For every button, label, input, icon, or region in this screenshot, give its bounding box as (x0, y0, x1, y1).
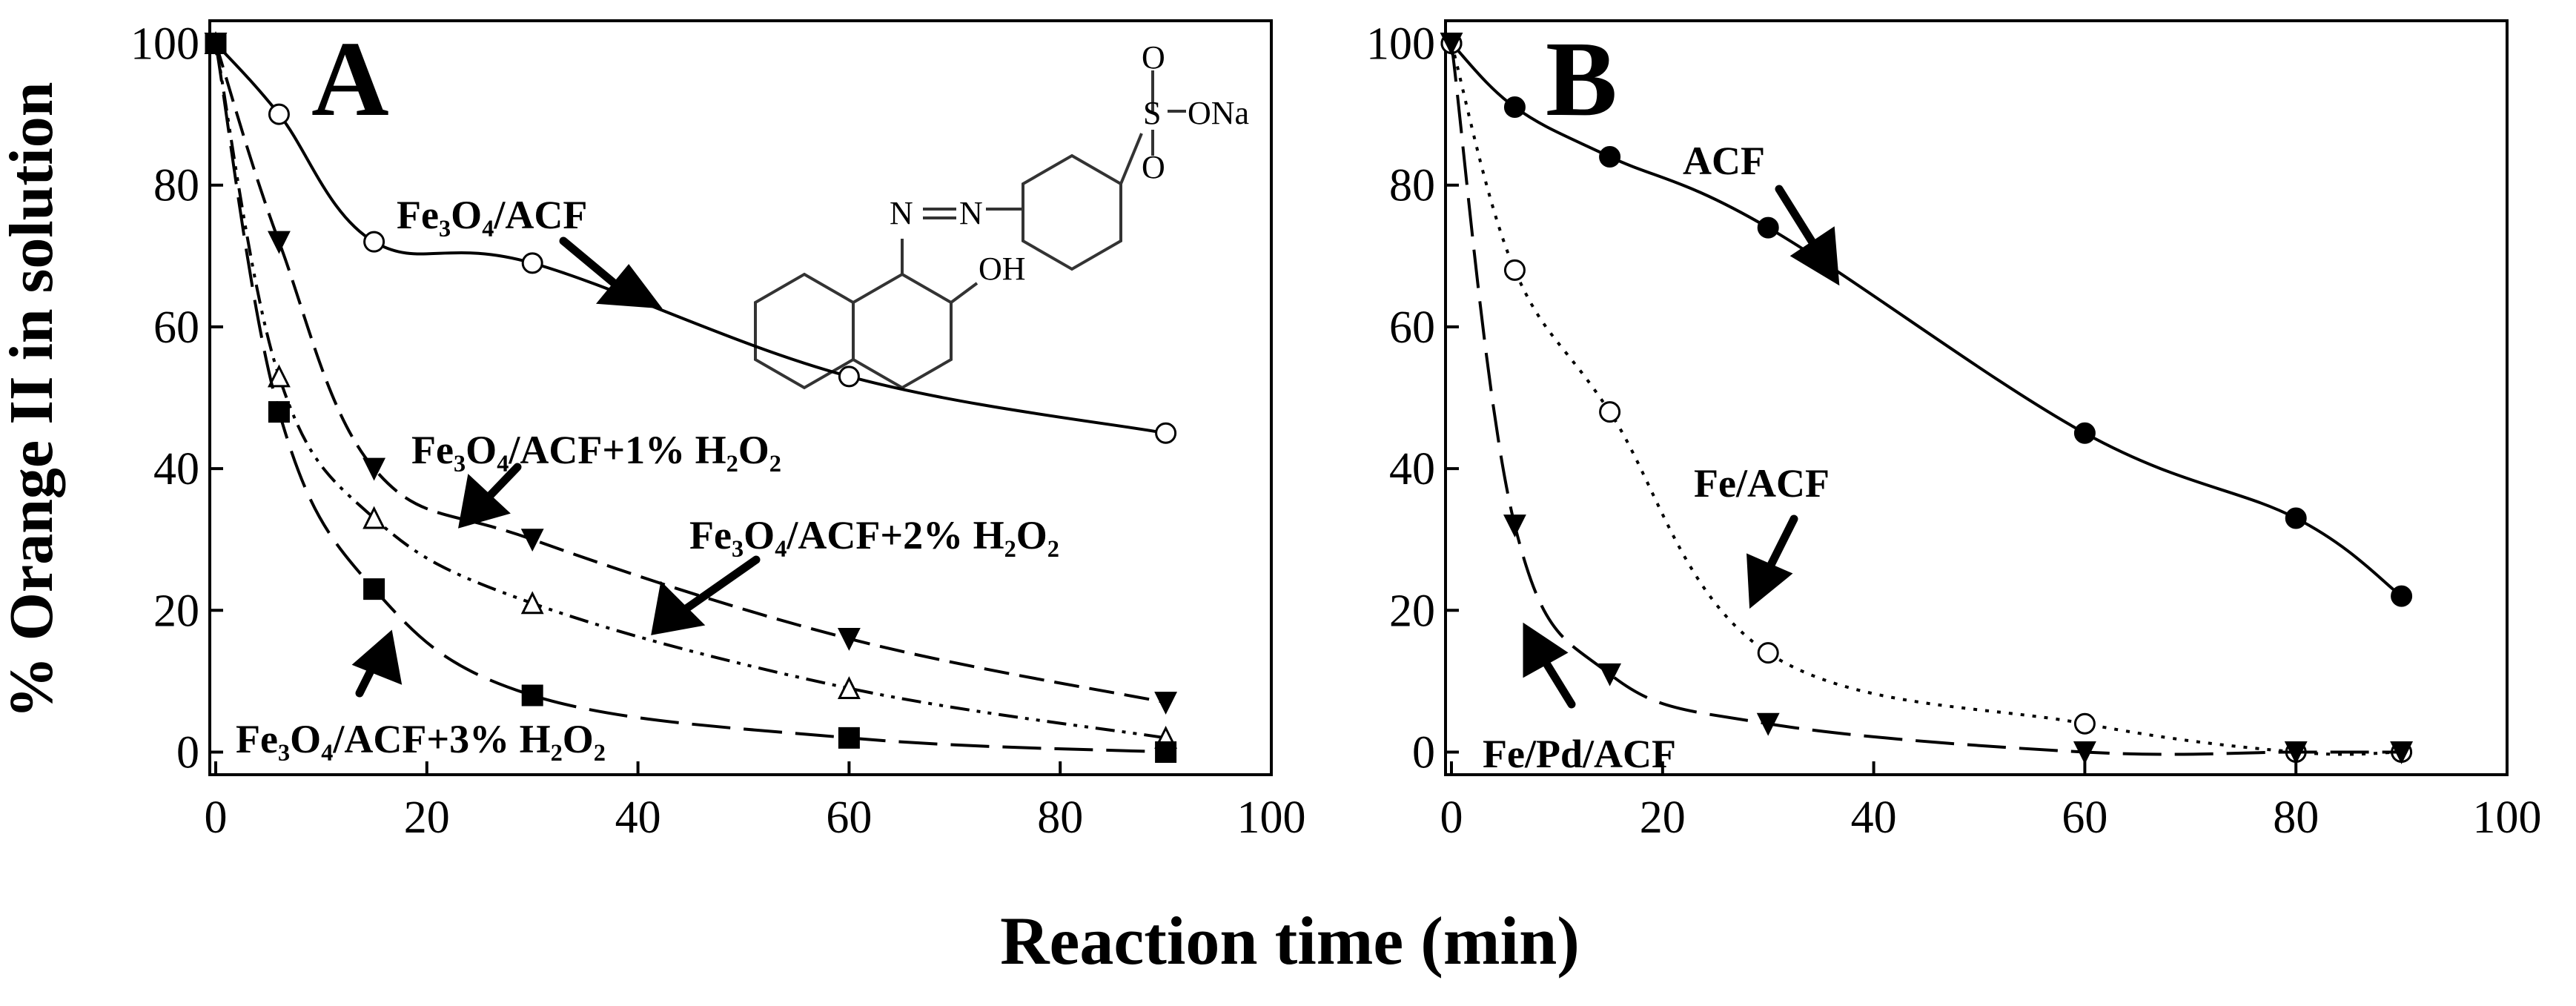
atom-o-top: O (1142, 39, 1165, 76)
panel-b-series-1-point (1758, 643, 1778, 663)
panel-b-series-1-point (1505, 260, 1524, 279)
structure-atom-labels: O S ONa O N N OH (890, 39, 1249, 287)
label-fe3o4-acf-3pct: Fe₃O₄/ACF+3% H₂O₂ (236, 717, 606, 761)
panel-a-series-3-point (1156, 742, 1176, 761)
panel-a-series-0-point (1156, 423, 1176, 443)
label-fe-pd-acf: Fe/Pd/ACF (1483, 732, 1676, 776)
panel-a-y-tick-label: 80 (153, 161, 199, 211)
panel-a-series-0-point (365, 232, 384, 251)
arrow-fe-acf (1768, 519, 1794, 571)
panel-a-series-3-point (365, 580, 384, 599)
atom-oh: OH (979, 251, 1026, 287)
bond-phenyl-s (1121, 133, 1142, 184)
arrowhead-fe-acf (1751, 560, 1785, 600)
panel-a-x-tick-label: 0 (205, 792, 228, 843)
panel-b-series-1 (1442, 34, 2411, 762)
arrowhead-fe-pd-acf (1527, 630, 1560, 671)
panel-a-series-3-point (523, 686, 542, 705)
x-axis-title: Reaction time (min) (1000, 903, 1580, 979)
atom-n2: N (959, 195, 983, 231)
panel-a-series-2-line (216, 44, 1166, 738)
panel-a-series-2-point (523, 594, 542, 613)
panel-a-x-tick-label: 100 (1237, 792, 1306, 843)
naphthalene-ring-left (755, 274, 853, 388)
label-fe3o4-acf: Fe₃O₄/ACF (397, 193, 587, 237)
panel-a-series-1-point (269, 232, 288, 251)
panel-a-series-3 (206, 34, 1176, 762)
arrow-acf (1779, 189, 1816, 248)
panel-b-series-2-point (1505, 516, 1524, 535)
atom-n1: N (890, 195, 913, 231)
panel-a-series-1-point (839, 629, 858, 649)
arrow-2pct (682, 560, 756, 612)
panel-a-series-3-point (269, 403, 288, 422)
panel-b-y-tick-label: 20 (1389, 586, 1435, 636)
panel-a-series-1-point (523, 530, 542, 549)
panel-a-y-tick-label: 0 (176, 727, 199, 778)
panel-b-series-2 (1442, 34, 2411, 762)
panel-b-y-tick-label: 40 (1389, 444, 1435, 494)
panel-a-series-3-point (206, 34, 225, 53)
panel-b-y-tick-label: 80 (1389, 161, 1435, 211)
label-fe-acf: Fe/ACF (1694, 461, 1830, 506)
panel-a-x-tick-label: 80 (1037, 792, 1083, 843)
panel-b-series-0-point (2075, 423, 2094, 443)
panel-b-series-0-point (1758, 218, 1778, 237)
panel-a-series-1-point (1156, 693, 1176, 712)
benzene-ring (1023, 156, 1121, 269)
panel-b-y-tick-label: 100 (1366, 19, 1435, 70)
panel-b-y-tick-label: 60 (1389, 302, 1435, 353)
panel-b-series-0-point (2286, 509, 2305, 528)
label-fe3o4-acf-2pct: Fe₃O₄/ACF+2% H₂O₂ (689, 513, 1059, 557)
panel-b-axes: 0 20 40 60 80 100 0 20 40 60 80 100 (1366, 19, 2542, 843)
panel-a-series-0-point (839, 367, 858, 386)
bond-ring-oh (951, 283, 977, 302)
panel-b-series-0-point (2392, 586, 2411, 606)
panel-a-label: A (311, 20, 389, 139)
arrowhead-3pct (360, 638, 397, 678)
panel-b-label: B (1546, 20, 1618, 139)
panel-a-series-2 (206, 34, 1176, 748)
atom-s: S (1143, 95, 1161, 131)
panel-b-x-tick-label: 80 (2273, 792, 2319, 843)
panel-b-x-tick-label: 40 (1851, 792, 1897, 843)
panel-a-x-tick-label: 20 (404, 792, 450, 843)
panel-b-x-tick-label: 100 (2473, 792, 2542, 843)
label-acf: ACF (1683, 139, 1765, 183)
panel-b-series-0-point (1600, 147, 1620, 166)
arrowhead-fe3o4-acf (604, 271, 654, 304)
panel-a-y-tick-label: 20 (153, 586, 199, 636)
panel-a-series-0-point (269, 105, 288, 124)
atom-ona: ONa (1188, 95, 1249, 131)
label-fe3o4-acf-1pct: Fe₃O₄/ACF+1% H₂O₂ (411, 428, 781, 472)
panel-b-x-tick-label: 60 (2062, 792, 2108, 843)
panel-b-series-0-point (1505, 98, 1524, 117)
panel-a-y-tick-label: 40 (153, 444, 199, 494)
panel-a-x-tick-label: 60 (826, 792, 872, 843)
panel-a-y-tick-label: 60 (153, 302, 199, 353)
y-axis-title: % Orange II in solution (0, 82, 66, 719)
panel-a-series-3-point (839, 728, 858, 747)
naphthalene-ring-right (853, 274, 951, 388)
panel-a-series-3-line (216, 44, 1166, 752)
panel-a-series-0-point (523, 254, 542, 273)
panel-b-series-1-point (2075, 714, 2094, 733)
panel-a-x-tick-label: 40 (615, 792, 661, 843)
atom-o-bottom: O (1142, 149, 1165, 185)
panel-b-x-tick-label: 0 (1440, 792, 1463, 843)
panel-a-y-tick-label: 100 (130, 19, 199, 70)
panel-b-series-1-point (1600, 403, 1620, 422)
panel-b-x-tick-label: 20 (1640, 792, 1686, 843)
panel-b-y-tick-label: 0 (1412, 727, 1435, 778)
